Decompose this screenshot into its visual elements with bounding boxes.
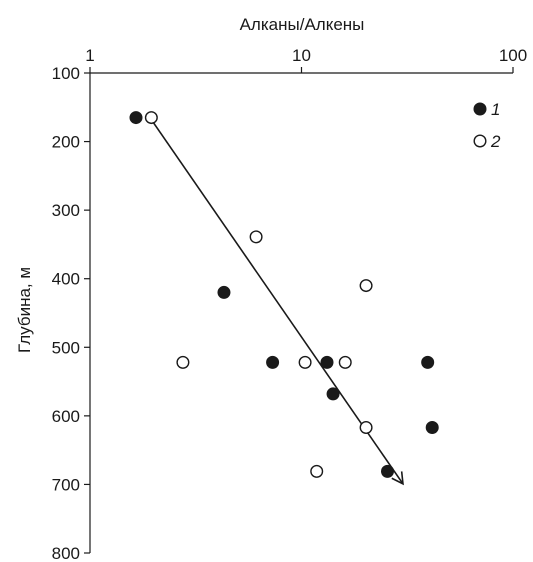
data-point-filled <box>421 355 435 369</box>
data-point-open <box>338 355 352 369</box>
data-point-filled <box>425 421 439 435</box>
y-tick-label: 300 <box>52 201 80 220</box>
data-point-open <box>310 464 324 478</box>
y-tick-label: 500 <box>52 338 80 357</box>
legend-label-2: 2 <box>490 132 501 151</box>
data-points <box>129 111 439 478</box>
data-point-filled <box>380 464 394 478</box>
data-point-filled <box>266 355 280 369</box>
data-point-open <box>359 279 373 293</box>
y-tick-label: 200 <box>52 133 80 152</box>
data-point-open <box>298 355 312 369</box>
data-point-filled <box>129 111 143 125</box>
legend-label-1: 1 <box>491 100 500 119</box>
data-point-open <box>144 111 158 125</box>
y-tick-label: 100 <box>52 64 80 83</box>
x-axis-title: Алканы/Алкены <box>240 15 365 34</box>
x-tick-label: 10 <box>292 46 311 65</box>
legend: 1 2 <box>473 100 501 151</box>
x-tick-label: 100 <box>499 46 527 65</box>
trend-arrow <box>150 119 404 486</box>
legend-marker-1 <box>473 102 487 116</box>
data-point-open <box>359 421 373 435</box>
data-point-open <box>249 230 263 244</box>
y-axis-ticks: 100 200 300 400 500 600 700 800 <box>52 64 90 562</box>
y-axis-title: Глубина, м <box>15 267 34 353</box>
y-tick-label: 800 <box>52 544 80 562</box>
data-point-filled <box>326 387 340 401</box>
x-axis-ticks: 1 10 100 <box>85 46 527 73</box>
x-tick-label: 1 <box>85 46 94 65</box>
data-point-open <box>176 355 190 369</box>
y-tick-label: 600 <box>52 407 80 426</box>
y-tick-label: 700 <box>52 475 80 494</box>
data-point-filled <box>217 285 231 299</box>
y-tick-label: 400 <box>52 270 80 289</box>
legend-marker-2 <box>473 134 487 148</box>
data-point-filled <box>320 355 334 369</box>
